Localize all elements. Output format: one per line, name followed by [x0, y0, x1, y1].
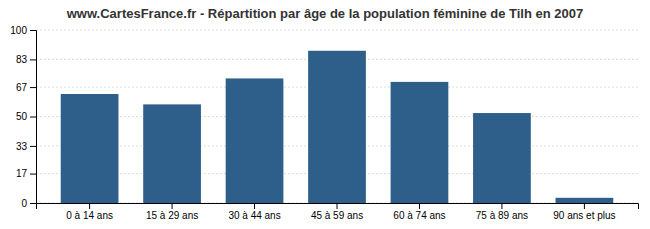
x-tick-label: 60 à 74 ans	[393, 210, 445, 221]
bar	[556, 198, 614, 203]
x-tick-mark	[172, 203, 173, 209]
x-axis: 0 à 14 ans 15 à 29 ans 30 à 44 ans 45 à 59 …	[37, 203, 639, 221]
x-tick-label: 30 à 44 ans	[228, 210, 280, 221]
x-tick: 15 à 29 ans	[146, 203, 198, 221]
x-tick-mark	[89, 203, 90, 209]
x-tick-label: 90 ans et plus	[553, 210, 615, 221]
grid-line	[36, 30, 638, 31]
y-tick-label: 67	[16, 82, 28, 93]
x-axis-line	[37, 204, 639, 210]
x-tick-label: 0 à 14 ans	[66, 210, 113, 221]
y-tick-mark	[30, 30, 36, 31]
y-tick: 83	[16, 54, 36, 65]
x-tick-label: 45 à 59 ans	[311, 210, 363, 221]
x-tick-label: 15 à 29 ans	[146, 210, 198, 221]
y-tick-label: 50	[16, 111, 28, 122]
y-tick-label: 100	[10, 25, 27, 36]
chart: www.CartesFrance.fr - Répartition par âg…	[0, 0, 650, 229]
bar	[61, 94, 119, 203]
x-tick-label: 75 à 89 ans	[476, 210, 528, 221]
title: www.CartesFrance.fr - Répartition par âg…	[66, 6, 584, 21]
y-tick-mark	[30, 87, 36, 88]
y-tick-label: 0	[21, 198, 27, 209]
y-tick-mark	[30, 174, 36, 175]
y-tick-label: 17	[16, 168, 28, 179]
x-tick: 30 à 44 ans	[228, 203, 280, 221]
y-tick-mark	[30, 59, 36, 60]
y-tick: 100	[10, 25, 36, 36]
y-tick: 33	[16, 141, 36, 152]
bars	[61, 51, 614, 203]
y-tick-mark	[30, 117, 36, 118]
y-tick: 67	[16, 82, 36, 93]
y-tick: 50	[16, 111, 36, 122]
y-axis: 0 17 33 50 67 83 100	[10, 25, 36, 209]
x-tick: 0 à 14 ans	[66, 203, 113, 221]
x-tick: 60 à 74 ans	[393, 203, 445, 221]
y-tick-mark	[30, 146, 36, 147]
y-tick-mark	[30, 203, 36, 204]
bar	[391, 82, 449, 203]
x-tick: 75 à 89 ans	[476, 203, 528, 221]
y-tick-label: 83	[16, 54, 28, 65]
plot: 0 17 33 50 67 83 100 0 à 14 ans 15 à 29 ans 30 à …	[10, 25, 638, 221]
x-tick-mark	[501, 203, 502, 209]
x-tick: 90 ans et plus	[553, 203, 615, 221]
x-tick-mark	[419, 203, 420, 209]
grid	[36, 30, 638, 203]
bar	[308, 51, 366, 203]
x-tick: 45 à 59 ans	[311, 203, 363, 221]
x-tick-mark	[584, 203, 585, 209]
x-tick-mark	[254, 203, 255, 209]
x-tick-mark	[337, 203, 338, 209]
bar	[143, 104, 201, 203]
bar	[473, 113, 531, 203]
y-tick-label: 33	[16, 141, 28, 152]
y-tick: 0	[21, 198, 36, 209]
y-tick: 17	[16, 168, 36, 179]
y-axis-line	[30, 31, 37, 204]
bar	[226, 78, 284, 203]
